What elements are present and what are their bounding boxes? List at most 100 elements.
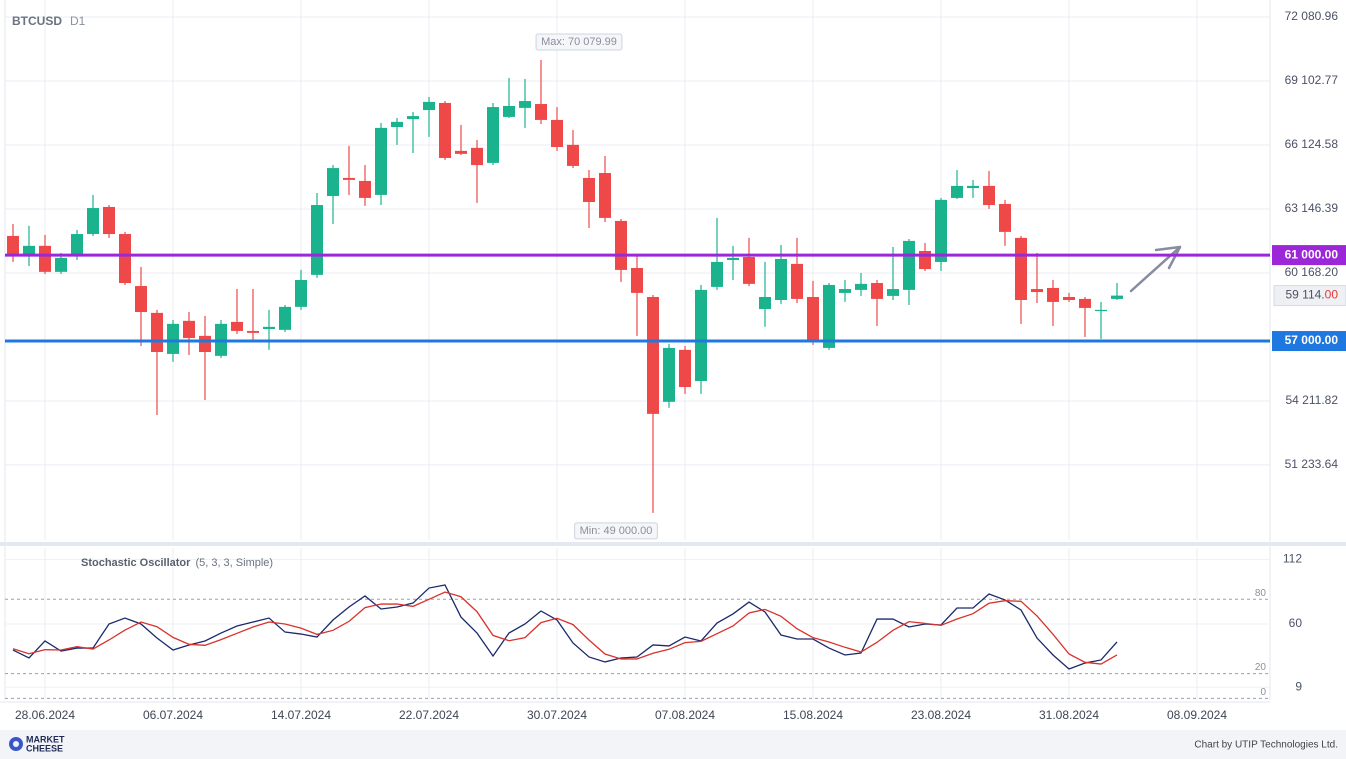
candle-body (439, 102, 451, 158)
y-tick-label: 63 146.39 (1285, 201, 1339, 215)
candle-body (503, 105, 515, 117)
candle-body (55, 257, 67, 272)
x-tick-label: 14.07.2024 (271, 708, 331, 722)
candle-body (695, 289, 707, 381)
y-tick-label: 112 (1283, 552, 1302, 566)
x-tick-label: 08.09.2024 (1167, 708, 1227, 722)
candle-body (791, 263, 803, 299)
candle-body (839, 289, 851, 293)
candle-body (71, 234, 83, 256)
symbol: BTCUSD (12, 14, 62, 28)
candle-body (263, 326, 275, 330)
candle-body (295, 280, 307, 307)
candle-body (391, 121, 403, 128)
footer-bar (0, 730, 1346, 759)
candle-body (519, 101, 531, 108)
candle-body (407, 116, 419, 120)
candle-body (7, 235, 19, 256)
indicator-name: Stochastic Oscillator (81, 557, 191, 569)
candle-body (999, 203, 1011, 232)
candle-body (375, 127, 387, 195)
candle-body (887, 289, 899, 296)
last-price-label: 59 114.00 (1285, 288, 1338, 302)
candle-body (487, 107, 499, 163)
indicator-params: (5, 3, 3, Simple) (195, 557, 273, 569)
last-price-main: 59 114. (1285, 288, 1324, 302)
candle-body (599, 173, 611, 218)
candle-body (967, 185, 979, 189)
candle-body (807, 296, 819, 342)
candle-body (23, 245, 35, 255)
candle-body (1015, 237, 1027, 300)
candle-body (135, 286, 147, 313)
candle-body (327, 168, 339, 197)
candle-body (823, 284, 835, 348)
x-tick-label: 23.08.2024 (911, 708, 971, 722)
candle-body (359, 180, 371, 198)
candle-body (711, 261, 723, 287)
candle-body (743, 257, 755, 284)
candle-body (855, 283, 867, 290)
candle-body (647, 296, 659, 414)
candle-body (903, 240, 915, 290)
y-tick-label: 60 168.20 (1285, 265, 1339, 279)
candle-body (983, 185, 995, 206)
timeframe: D1 (70, 14, 86, 28)
level-label: 80 (1255, 588, 1267, 599)
candle-body (103, 206, 115, 235)
marks (7, 59, 1123, 670)
candle-body (455, 150, 467, 154)
candle-body (567, 144, 579, 166)
logo-text: MARKET (26, 734, 65, 744)
candle-body (615, 220, 627, 270)
candle-body (935, 199, 947, 262)
candle-body (1079, 298, 1091, 308)
candle-body (279, 306, 291, 330)
candle-body (1063, 296, 1075, 300)
annotation-label: Min: 49 000.00 (580, 525, 653, 537)
logo-icon-hole (13, 741, 19, 747)
candle-body (551, 119, 563, 148)
candle-body (583, 177, 595, 203)
candle-body (199, 335, 211, 352)
annotation-box (574, 522, 658, 540)
oscillator-line (12, 591, 1118, 665)
x-tick-label: 30.07.2024 (527, 708, 587, 722)
candle-body (471, 147, 483, 166)
annotation-label: Max: 70 079.99 (541, 36, 617, 48)
last-price-tail: 00 (1325, 288, 1339, 302)
y-tick-label: 54 211.82 (1286, 393, 1339, 407)
candle-body (1111, 295, 1123, 299)
credit: Chart by UTIP Technologies Ltd. (1194, 740, 1338, 751)
candle-body (151, 312, 163, 352)
level-label-box (1272, 331, 1346, 352)
y-tick-label: 72 080.96 (1285, 9, 1339, 23)
candle-body (631, 267, 643, 293)
y-tick-label: 51 233.64 (1285, 457, 1339, 471)
candle-body (87, 208, 99, 235)
x-tick-label: 22.07.2024 (399, 708, 459, 722)
candle-body (951, 185, 963, 198)
x-tick-label: 15.08.2024 (783, 708, 843, 722)
candle-body (663, 347, 675, 402)
logo-text: CHEESE (26, 743, 63, 753)
candle-body (231, 321, 243, 331)
candle-body (119, 234, 131, 284)
candle-body (1095, 309, 1107, 312)
level-label: 57 000.00 (1285, 333, 1339, 347)
candle-body (311, 205, 323, 275)
y-tick-label: 69 102.77 (1285, 73, 1339, 87)
level-label: 20 (1255, 662, 1267, 673)
candle-body (183, 320, 195, 339)
candle-body (775, 258, 787, 300)
candle-body (39, 245, 51, 272)
level-label: 61 000.00 (1285, 247, 1339, 261)
level-label-box (1272, 245, 1346, 266)
candle-body (759, 296, 771, 310)
candle-body (727, 257, 739, 261)
candle-body (535, 104, 547, 120)
y-tick-label: 66 124.58 (1285, 137, 1339, 151)
candle-body (679, 349, 691, 388)
panel-separator (0, 542, 1346, 546)
